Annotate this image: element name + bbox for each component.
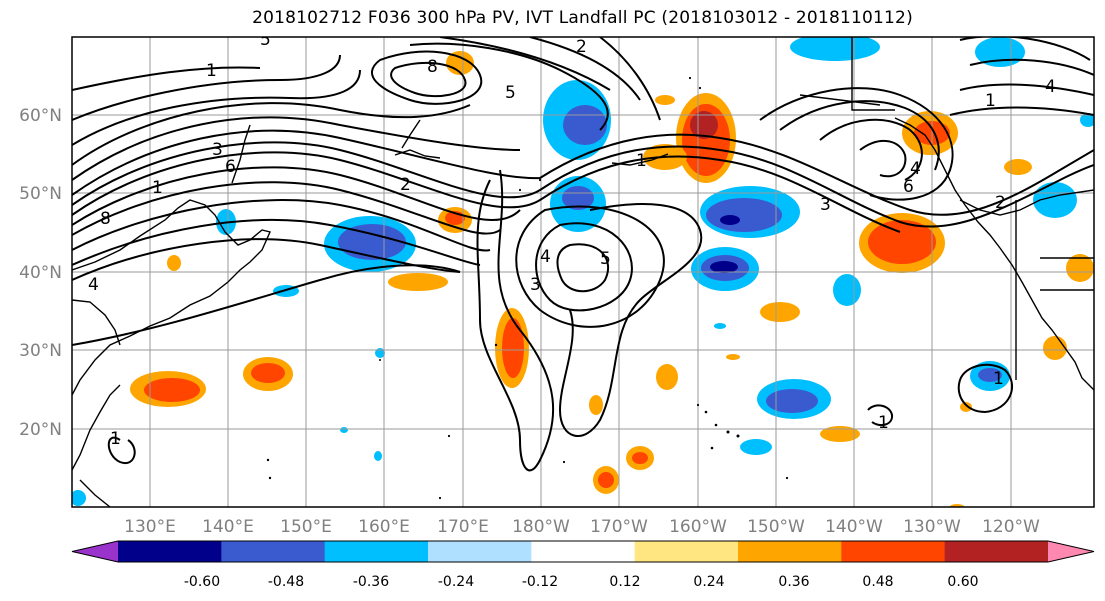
colorbar-tick-label: -0.24 — [438, 574, 474, 590]
colorbar-tick-label: -0.12 — [522, 574, 558, 590]
contour-label: 1 — [985, 91, 996, 111]
contour-label: 4 — [540, 247, 551, 267]
contour-label: 3 — [212, 140, 223, 160]
colorbar-tick-label: 0.24 — [693, 574, 724, 590]
map-frame — [71, 36, 1095, 508]
contour-label: 8 — [100, 209, 111, 229]
contour-label: 1 — [206, 61, 217, 81]
lon-label: 150°W — [747, 517, 805, 537]
colorbar — [71, 540, 1095, 563]
lon-label: 130°E — [124, 517, 176, 537]
contour-label: 6 — [903, 177, 914, 197]
lon-label: 150°E — [280, 517, 332, 537]
colorbar-segment — [118, 541, 222, 562]
contour-label: 6 — [225, 157, 236, 177]
colorbar-arrow-right — [1048, 541, 1094, 562]
colorbar-tick-labels: -0.60 -0.48 -0.36 -0.24 -0.12 0.12 0.24 … — [184, 574, 979, 590]
contour-label: 4 — [88, 275, 99, 295]
colorbar-segment — [221, 541, 326, 562]
longitude-labels: 130°E 140°E 150°E 160°E 170°E 180°W 170°… — [124, 517, 1040, 537]
colorbar-outline — [71, 540, 1095, 563]
lon-label: 170°E — [437, 517, 489, 537]
lon-label: 120°W — [982, 517, 1040, 537]
lon-label: 130°W — [903, 517, 961, 537]
anomaly-shading — [72, 37, 1094, 507]
latitude-labels: 60°N 50°N 40°N 30°N 20°N — [19, 106, 62, 440]
contour-label: 2 — [995, 193, 1006, 213]
colorbar-tick-label: -0.60 — [184, 574, 220, 590]
contour-label: 1 — [152, 178, 163, 198]
contour-label: 1 — [878, 413, 889, 433]
contour-label: 5 — [260, 30, 271, 50]
lon-label: 180°W — [512, 517, 570, 537]
colorbar-arrow-left — [72, 541, 118, 562]
contour-label: 1 — [993, 369, 1004, 389]
contour-label: 3 — [530, 275, 541, 295]
lon-label: 170°W — [590, 517, 648, 537]
colorbar-tick-label: 0.60 — [947, 574, 978, 590]
colorbar-segment — [944, 541, 1049, 562]
figure-title: 2018102712 F036 300 hPa PV, IVT Landfall… — [252, 8, 913, 28]
lat-label: 30°N — [19, 341, 62, 361]
contour-label: 2 — [400, 175, 411, 195]
contour-label: 3 — [820, 195, 831, 215]
contour-label: 4 — [1045, 77, 1056, 97]
contour-label: 4 — [910, 159, 921, 179]
colorbar-segment — [634, 541, 739, 562]
lat-label: 40°N — [19, 263, 62, 283]
lat-label: 60°N — [19, 106, 62, 126]
colorbar-tick-label: 0.12 — [609, 574, 640, 590]
lon-label: 140°W — [825, 517, 883, 537]
colorbar-segment — [324, 541, 429, 562]
contour-label: 2 — [576, 37, 587, 57]
lon-label: 160°E — [358, 517, 410, 537]
contour-label: 1 — [636, 151, 647, 171]
lon-label: 140°E — [202, 517, 254, 537]
colorbar-tick-label: 0.48 — [862, 574, 893, 590]
colorbar-tick-label: -0.36 — [353, 574, 389, 590]
lat-label: 50°N — [19, 184, 62, 204]
colorbar-segment — [531, 541, 636, 562]
small-islands — [266, 76, 789, 500]
pv-contours — [72, 37, 1094, 472]
contour-label: 5 — [600, 249, 611, 269]
contour-labels: 1 1 2 3 4 5 6 8 4 5 3 2 1 6 4 3 2 1 5 4 … — [88, 30, 1056, 449]
colorbar-segment — [841, 541, 946, 562]
colorbar-tick-label: 0.36 — [778, 574, 809, 590]
lon-label: 160°W — [669, 517, 727, 537]
grid-lines — [72, 37, 1094, 507]
contour-label: 5 — [505, 83, 516, 103]
contour-label: 8 — [427, 57, 438, 77]
lat-label: 20°N — [19, 420, 62, 440]
colorbar-segment — [738, 541, 842, 562]
contour-label: 1 — [110, 429, 121, 449]
colorbar-segment — [428, 541, 532, 562]
colorbar-tick-label: -0.48 — [268, 574, 304, 590]
